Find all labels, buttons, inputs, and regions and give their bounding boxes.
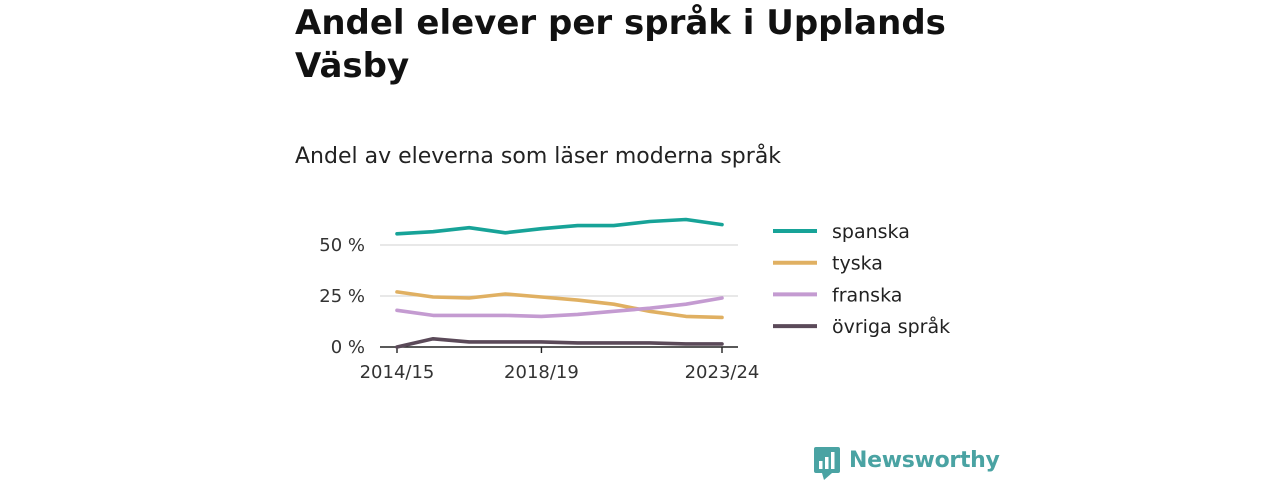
brand-name: Newsworthy <box>849 448 1000 473</box>
legend-label: franska <box>832 284 902 306</box>
series-line-tyska <box>395 290 724 320</box>
legend-label: övriga språk <box>832 315 950 338</box>
series-lines <box>395 217 724 349</box>
x-tick-label: 2023/24 <box>685 362 760 383</box>
x-tick-label: 2018/19 <box>504 362 579 383</box>
x-axis-tick-labels: 2014/15 2018/19 2023/24 <box>360 362 760 383</box>
x-axis <box>380 346 738 353</box>
y-tick-label: 0 % <box>331 337 365 358</box>
chart-title: Andel elever per språk i Upplands Väsby <box>295 3 946 86</box>
grid-lines <box>380 244 738 297</box>
legend: spanska tyska franska övriga språk <box>773 221 950 338</box>
x-tick-label: 2014/15 <box>360 362 435 383</box>
bar-chart-speech-bubble-icon <box>814 447 840 480</box>
y-tick-label: 25 % <box>319 286 365 307</box>
series-line-övriga-språk <box>395 336 724 349</box>
legend-label: tyska <box>832 253 883 275</box>
brand-logo: Newsworthy <box>813 446 1000 480</box>
y-axis-tick-labels: 0 % 25 % 50 % <box>319 235 365 358</box>
y-tick-label: 50 % <box>319 235 365 256</box>
chart-subtitle: Andel av eleverna som läser moderna språ… <box>295 144 782 169</box>
series-line-franska <box>395 296 724 319</box>
series-line-spanska <box>395 217 724 236</box>
legend-label: spanska <box>832 221 910 243</box>
